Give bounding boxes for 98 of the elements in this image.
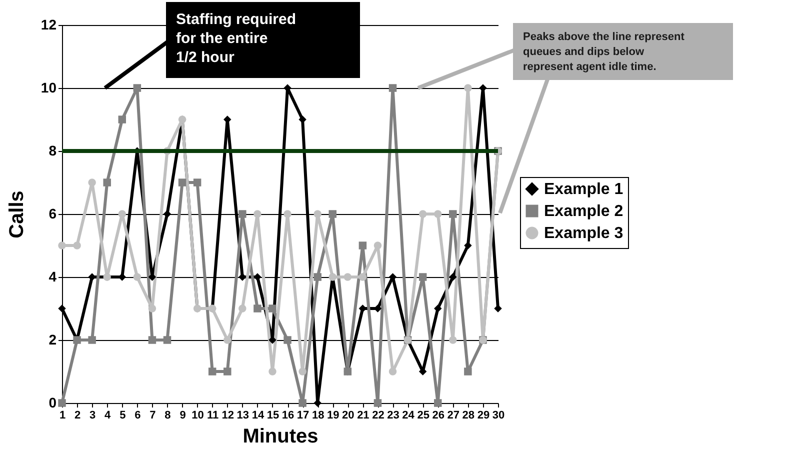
point xyxy=(449,336,457,344)
point xyxy=(434,210,442,218)
point xyxy=(388,84,397,92)
x-tick-label: 29 xyxy=(477,410,490,422)
x-axis-title: Minutes xyxy=(242,426,318,448)
point xyxy=(238,210,246,218)
point xyxy=(374,399,382,407)
point xyxy=(358,273,367,281)
x-tick-label: 19 xyxy=(326,410,340,422)
y-tick-label: 10 xyxy=(40,80,57,96)
point xyxy=(434,399,442,407)
point xyxy=(298,116,306,124)
point xyxy=(314,273,322,281)
point xyxy=(494,304,502,312)
point xyxy=(418,273,427,281)
point xyxy=(268,368,276,376)
x-tick-label: 1 xyxy=(59,410,66,422)
point xyxy=(118,210,126,218)
callout-box: Peaks above the line represent queues and dips below represent agent idle time. xyxy=(513,23,733,80)
point xyxy=(464,84,472,92)
point xyxy=(344,273,352,281)
x-tick-label: 5 xyxy=(120,410,126,422)
y-tick-label: 8 xyxy=(48,142,57,158)
point xyxy=(208,368,216,376)
point xyxy=(298,399,306,407)
point xyxy=(284,336,292,344)
x-tick-label: 15 xyxy=(266,410,280,422)
point xyxy=(58,242,66,250)
point xyxy=(224,368,232,376)
x-tick-label: 22 xyxy=(372,410,384,422)
x-tick-label: 9 xyxy=(180,410,186,422)
point xyxy=(254,304,262,312)
point xyxy=(58,304,66,312)
point xyxy=(449,210,457,218)
point xyxy=(268,304,276,312)
y-tick-label: 6 xyxy=(48,206,57,222)
legend-label: Example 3 xyxy=(544,225,624,242)
x-tick-label: 13 xyxy=(236,410,250,422)
y-tick-label: 12 xyxy=(40,16,57,32)
point xyxy=(238,304,246,312)
y-axis-title: Calls xyxy=(6,190,28,238)
x-tick-label: 6 xyxy=(134,410,141,422)
point xyxy=(358,242,367,250)
point xyxy=(284,210,292,218)
x-tick-label: 28 xyxy=(462,410,475,422)
x-tick-label: 8 xyxy=(164,410,171,422)
point xyxy=(133,84,142,92)
point xyxy=(254,273,262,281)
legend-label: Example 2 xyxy=(544,203,624,220)
point xyxy=(88,178,96,186)
x-tick-label: 26 xyxy=(432,410,444,422)
point xyxy=(298,368,306,376)
point xyxy=(418,210,427,218)
point xyxy=(224,336,232,344)
x-tick-label: 2 xyxy=(74,410,81,422)
x-tick-label: 17 xyxy=(296,410,310,422)
x-tick-label: 4 xyxy=(104,410,112,422)
x-tick-label: 20 xyxy=(342,410,354,422)
point xyxy=(464,242,472,250)
point xyxy=(388,368,397,376)
x-tick-label: 11 xyxy=(207,410,219,422)
x-tick-label: 14 xyxy=(252,410,265,422)
x-tick-label: 10 xyxy=(192,410,204,422)
x-tick-label: 16 xyxy=(282,410,294,422)
point xyxy=(464,368,472,376)
point xyxy=(193,178,202,186)
point xyxy=(118,116,126,124)
point xyxy=(73,242,81,250)
x-tick-label: 3 xyxy=(90,410,96,422)
point xyxy=(328,210,336,218)
point xyxy=(434,304,442,312)
x-tick-label: 25 xyxy=(417,410,430,422)
y-tick-label: 0 xyxy=(48,394,57,410)
point xyxy=(449,273,457,281)
point xyxy=(163,210,172,218)
point xyxy=(314,210,322,218)
point xyxy=(254,210,262,218)
point xyxy=(133,273,142,281)
legend-label: Example 1 xyxy=(544,181,624,198)
x-tick-label: 27 xyxy=(447,410,460,422)
point xyxy=(163,336,172,344)
x-tick-label: 21 xyxy=(357,410,370,422)
x-tick-label: 24 xyxy=(402,410,416,422)
x-tick-label: 23 xyxy=(387,410,400,422)
point xyxy=(103,178,111,186)
point xyxy=(178,178,186,186)
point xyxy=(238,273,246,281)
y-tick-label: 2 xyxy=(48,332,57,348)
x-tick-label: 18 xyxy=(312,410,324,422)
point xyxy=(148,336,156,344)
y-tick-label: 4 xyxy=(48,268,57,284)
x-tick-label: 7 xyxy=(150,410,156,422)
callout-box: Staffing required for the entire 1/2 hour xyxy=(166,2,360,78)
point xyxy=(148,304,156,312)
x-tick-label: 30 xyxy=(492,410,505,422)
point xyxy=(374,242,382,250)
x-tick-label: 12 xyxy=(222,410,234,422)
point xyxy=(88,336,96,344)
